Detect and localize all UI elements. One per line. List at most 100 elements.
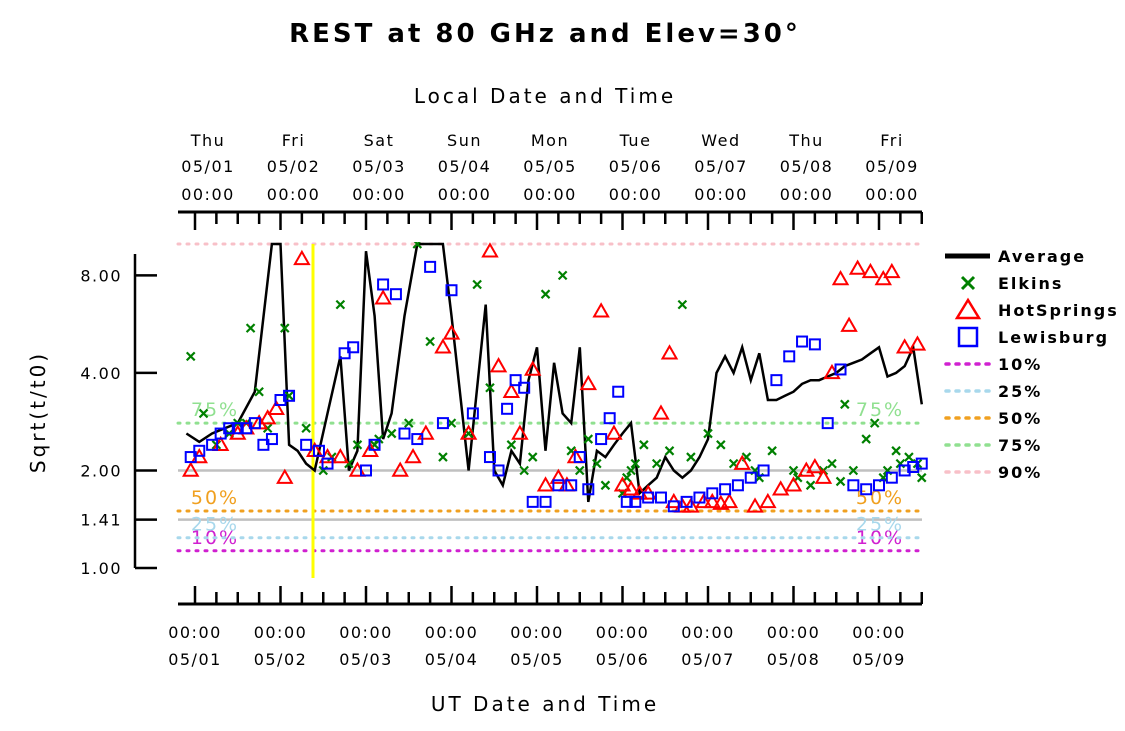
- point-elkins: [677, 299, 688, 310]
- point-lewisburg: [389, 288, 402, 301]
- top-tick-label-date: 05/08: [780, 157, 834, 176]
- bottom-tick-label-time: 00:00: [681, 623, 735, 642]
- point-elkins: [574, 465, 585, 476]
- point-hotsprings: [831, 269, 850, 286]
- bottom-tick-label-date: 05/05: [510, 650, 564, 669]
- point-lewisburg: [526, 495, 539, 508]
- point-lewisburg: [898, 464, 911, 477]
- legend-label: 90%: [998, 463, 1042, 482]
- point-elkins: [703, 428, 713, 439]
- point-lewisburg: [603, 412, 616, 425]
- point-lewisburg: [719, 483, 732, 496]
- bottom-tick-label-time: 00:00: [596, 623, 650, 642]
- top-tick-label-date: 05/04: [438, 157, 492, 176]
- percentile-label: 75%: [856, 399, 904, 421]
- point-hotsprings: [682, 497, 700, 513]
- legend: Average Elkins HotSprings Lewisburg 10% 25% 50…: [944, 247, 1117, 482]
- point-hotsprings: [276, 468, 294, 484]
- point-elkins: [335, 299, 346, 310]
- bottom-tick-label-date: 05/07: [681, 650, 735, 669]
- point-lewisburg: [744, 471, 757, 484]
- point-lewisburg: [248, 417, 261, 430]
- top-tick-label-date: 05/09: [865, 157, 919, 176]
- bottom-tick-label-time: 00:00: [852, 623, 906, 642]
- top-tick-label-time: 00:00: [523, 185, 577, 204]
- point-lewisburg: [915, 457, 928, 470]
- y-tick-label: 1.41: [80, 511, 122, 530]
- point-elkins: [805, 480, 816, 491]
- top-tick-label-time: 00:00: [865, 185, 919, 204]
- series-line-average: [185, 242, 924, 503]
- point-elkins: [686, 452, 696, 462]
- point-lewisburg: [808, 338, 821, 351]
- top-tick-label-date: 05/03: [352, 157, 406, 176]
- point-hotsprings: [182, 461, 200, 477]
- point-lewisburg: [509, 374, 522, 387]
- point-elkins: [891, 446, 901, 456]
- point-hotsprings: [720, 492, 739, 509]
- legend-label: 75%: [998, 436, 1042, 455]
- point-hotsprings: [258, 409, 277, 425]
- point-elkins: [869, 418, 880, 428]
- legend-label: 25%: [998, 382, 1042, 401]
- top-tick-label-day: Mon: [531, 131, 569, 150]
- top-tick-label-date: 05/07: [694, 157, 748, 176]
- point-elkins: [519, 465, 529, 476]
- legend-swatch-lewisburg: [957, 326, 979, 348]
- reference-lines: 10% 10%25% 25%50% 50%75% 75%: [176, 242, 924, 578]
- point-lewisburg: [847, 479, 860, 492]
- point-elkins: [728, 458, 739, 469]
- data-series: [182, 242, 928, 513]
- point-hotsprings: [622, 480, 640, 496]
- point-elkins: [716, 440, 726, 450]
- top-tick-label-day: Thu: [788, 131, 824, 150]
- point-lewisburg: [757, 464, 770, 477]
- point-lewisburg: [565, 479, 578, 492]
- y-tick-label: 4.00: [80, 364, 122, 383]
- point-lewisburg: [321, 457, 334, 470]
- bottom-tick-label-time: 00:00: [168, 623, 222, 642]
- point-lewisburg: [312, 444, 325, 457]
- point-elkins: [506, 440, 517, 450]
- point-elkins: [848, 465, 859, 476]
- bottom-tick-label-date: 05/09: [852, 650, 906, 669]
- point-lewisburg: [731, 479, 744, 492]
- point-hotsprings: [605, 424, 623, 440]
- point-elkins: [916, 472, 927, 483]
- point-elkins: [904, 452, 914, 462]
- top-tick-label-time: 00:00: [267, 185, 321, 204]
- point-hotsprings: [759, 492, 777, 509]
- bottom-tick-label-date: 05/04: [425, 650, 479, 669]
- point-elkins: [639, 440, 649, 450]
- point-lewisburg: [184, 451, 197, 464]
- point-elkins: [485, 382, 495, 393]
- point-lewisburg: [424, 260, 437, 273]
- bottom-tick-label-time: 00:00: [254, 623, 308, 642]
- point-elkins: [527, 452, 538, 462]
- point-elkins: [301, 423, 311, 434]
- point-lewisburg: [445, 284, 458, 297]
- point-lewisburg: [706, 487, 719, 500]
- bottom-tick-label-date: 05/08: [767, 650, 821, 669]
- point-lewisburg: [483, 451, 496, 464]
- point-hotsprings: [746, 497, 764, 513]
- bottom-tick-label-date: 05/02: [254, 650, 308, 669]
- point-elkins: [583, 434, 594, 444]
- point-lewisburg: [873, 479, 885, 492]
- point-hotsprings: [895, 338, 914, 354]
- top-tick-label-day: Sun: [447, 131, 482, 150]
- y-tick-label: 2.00: [80, 461, 122, 480]
- point-elkins: [827, 458, 837, 469]
- top-tick-label-day: Thu: [190, 131, 226, 150]
- point-elkins: [262, 423, 273, 434]
- percentile-label: 25%: [191, 514, 239, 536]
- point-hotsprings: [784, 476, 803, 492]
- point-lewisburg: [582, 483, 595, 496]
- point-lewisburg: [360, 464, 372, 477]
- point-lewisburg: [398, 427, 411, 440]
- point-hotsprings: [459, 424, 478, 440]
- point-lewisburg: [223, 422, 236, 435]
- top-tick-label-date: 05/06: [609, 157, 663, 176]
- point-lewisburg: [885, 471, 898, 484]
- point-hotsprings: [703, 492, 721, 509]
